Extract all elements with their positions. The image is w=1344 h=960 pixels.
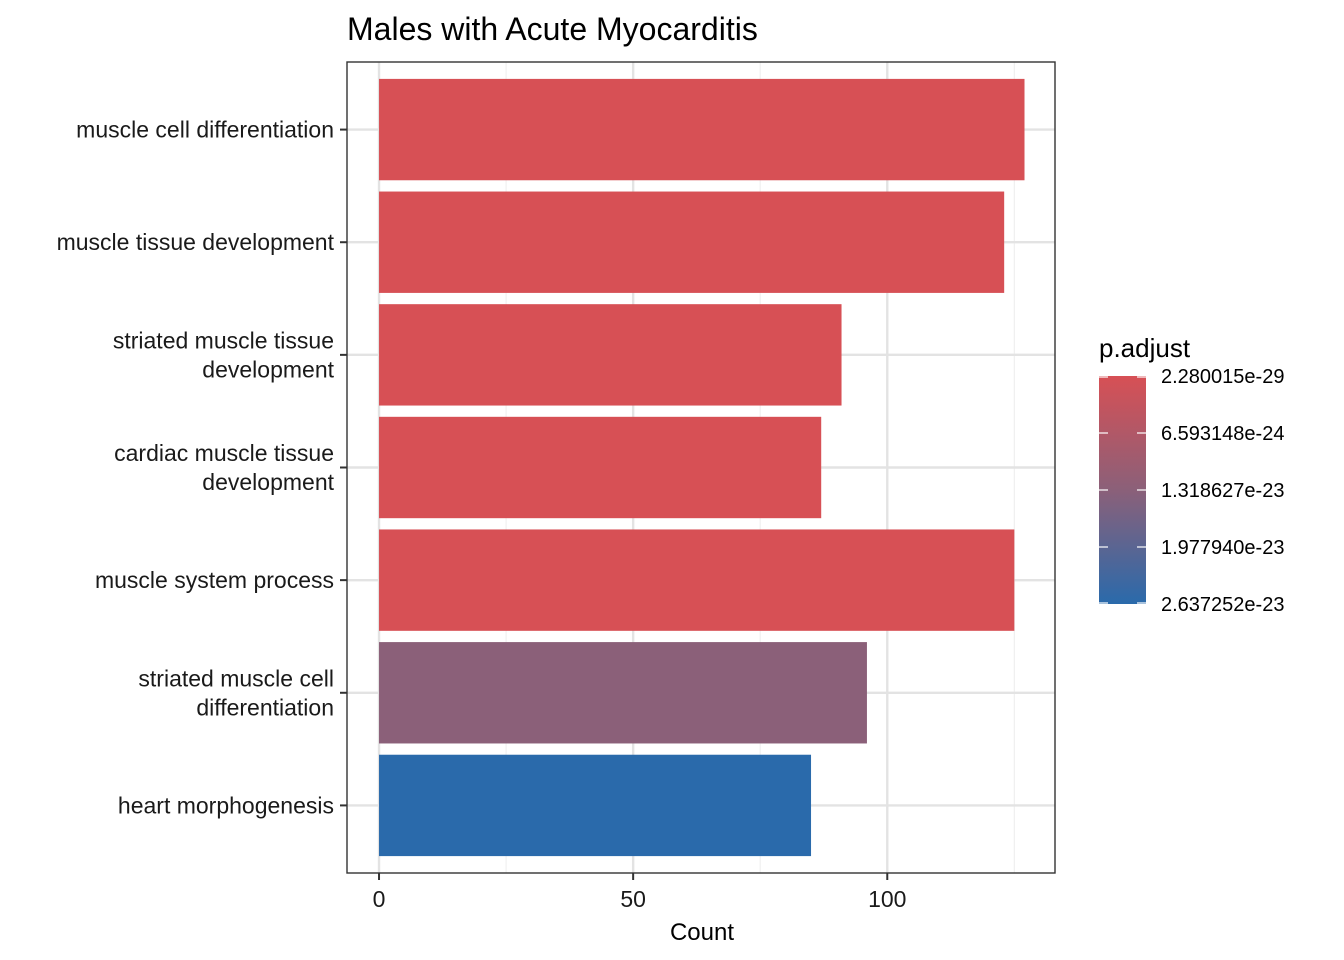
legend-ticks: 2.280015e-29 6.593148e-24 1.318627e-23 1.97… [1099,366,1284,616]
legend-label: 1.977940e-23 [1161,537,1284,559]
y-tick-label: muscle system process [95,567,334,593]
legend-title: p.adjust [1099,333,1191,363]
x-tick-label: 50 [620,886,646,912]
bar [379,304,842,406]
y-tick-label: muscle tissue development [57,229,335,255]
y-tick-label: heart morphogenesis [118,792,334,818]
bar [379,529,1015,631]
chart-title: Males with Acute Myocarditis [347,11,758,47]
legend-label: 2.280015e-29 [1161,366,1284,388]
legend: p.adjust 2.280015e-29 6.593148e-24 1.31862… [1099,333,1284,616]
y-axis: muscle cell differentiation muscle tissue… [57,117,347,818]
legend-label: 1.318627e-23 [1161,480,1284,502]
bar [379,78,1025,181]
bar [379,191,1005,293]
x-tick-label: 100 [868,886,906,912]
x-tick-label: 0 [373,886,386,912]
x-axis: 0 50 100 [373,873,906,912]
y-tick-label: muscle cell differentiation [76,117,334,143]
bar [379,416,822,519]
bars [379,78,1025,857]
y-tick-label: striated muscle cell differentiation [138,665,334,720]
legend-label: 6.593148e-24 [1161,423,1284,445]
legend-label: 2.637252e-23 [1161,594,1284,616]
bar [379,754,812,857]
x-axis-title: Count [670,919,734,946]
y-tick-label: cardiac muscle tissue development [114,440,334,495]
bar [379,642,867,744]
y-tick-label: striated muscle tissue development [113,327,335,382]
